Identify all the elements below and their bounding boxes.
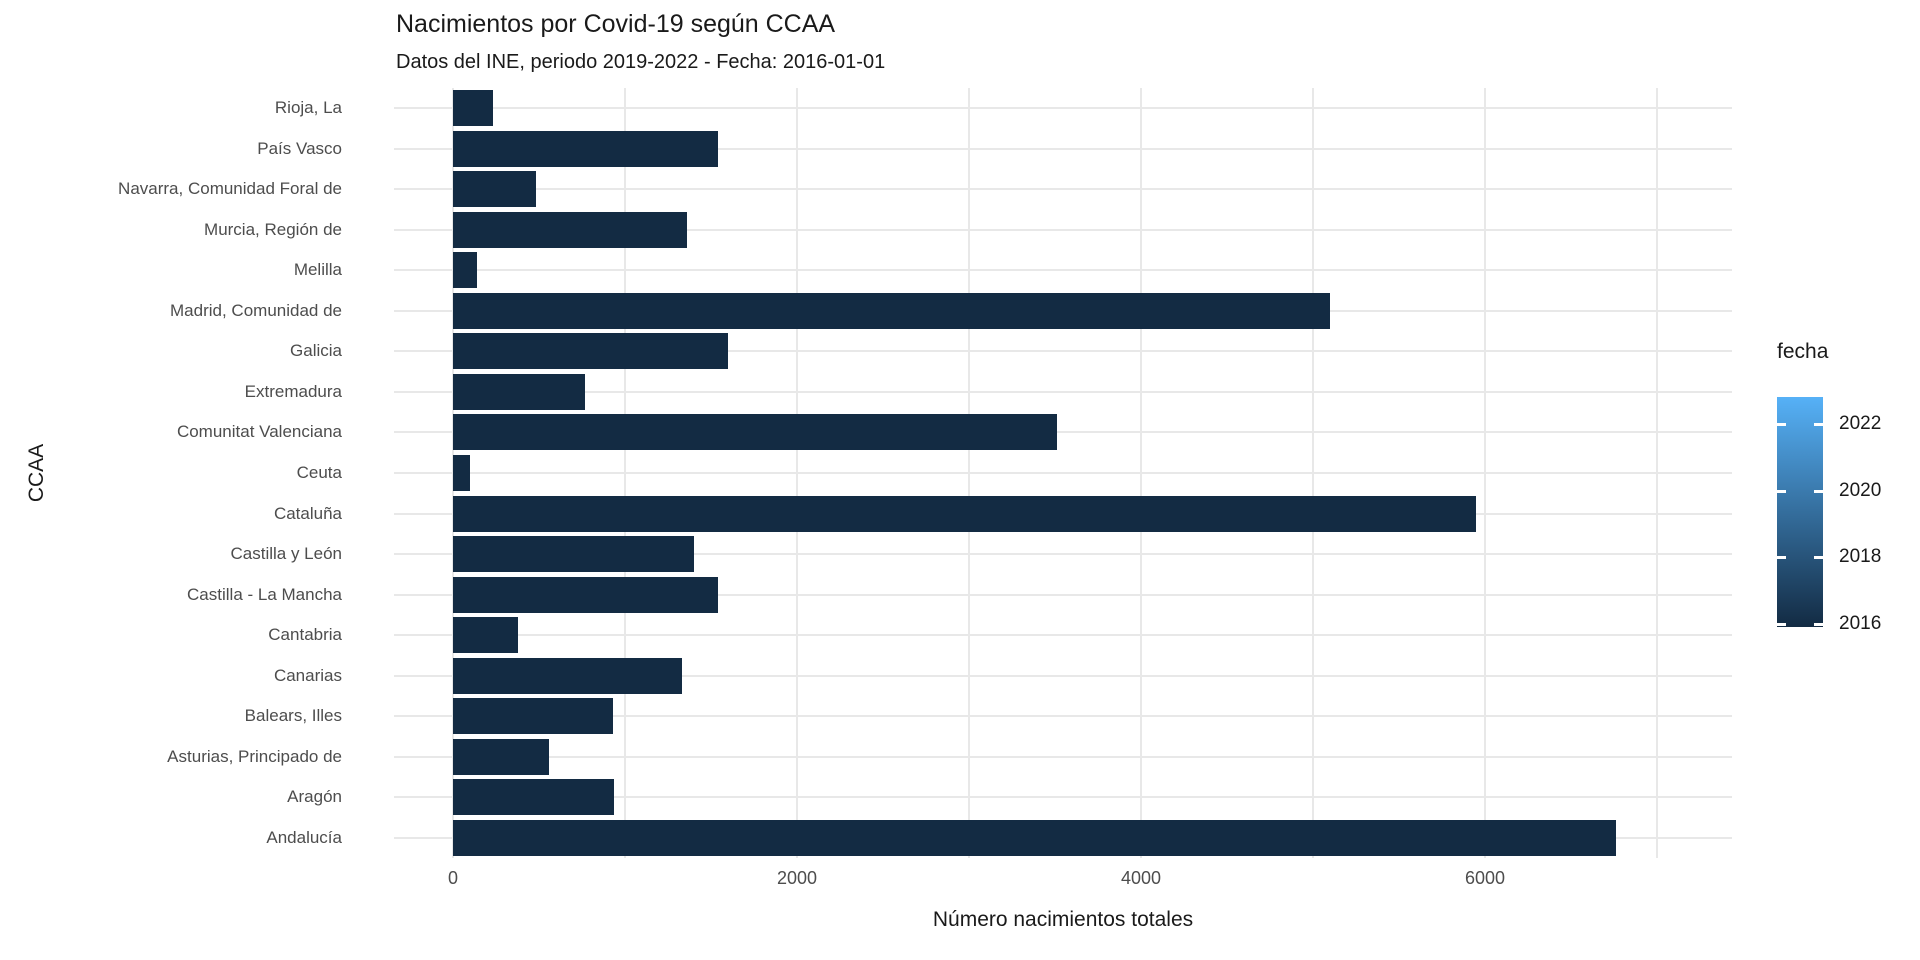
bar [453,496,1476,532]
bar [453,617,518,653]
y-axis-label: Extremadura [244,382,342,401]
bar [453,333,728,369]
x-axis-tick-label: 6000 [1464,868,1506,888]
y-axis-label: Asturias, Principado de [167,747,342,766]
y-axis-label: Canarias [273,666,342,685]
y-axis-label: Melilla [293,260,342,279]
bar [453,658,682,694]
grid-line-vertical [1484,88,1486,858]
legend-tick-label: 2022 [1839,413,1882,434]
grid-line-horizontal [394,269,1732,271]
x-axis-title: Número nacimientos totales [932,908,1194,931]
grid-line-vertical [796,88,798,858]
grid-line-horizontal [394,188,1732,190]
y-axis-label: Navarra, Comunidad Foral de [118,179,342,198]
bar [453,212,687,248]
y-axis-label: Andalucía [266,828,342,847]
y-axis-label: Comunitat Valenciana [176,422,342,441]
grid-line-vertical [1140,88,1142,858]
legend-gradient-bar [1777,397,1823,627]
y-axis-label: Castilla - La Mancha [187,585,342,604]
y-axis-label: Castilla y León [230,544,342,563]
grid-line-horizontal [394,796,1732,798]
grid-line-vertical [1656,88,1658,858]
grid-line-horizontal [394,594,1732,596]
bar [453,90,493,126]
legend-tick-mark [1814,623,1823,626]
y-axis-label: Rioja, La [274,98,342,117]
y-axis-label: Madrid, Comunidad de [170,301,342,320]
bar [453,414,1057,450]
x-axis-tick-label: 2000 [776,868,818,888]
legend-tick-label: 2018 [1839,546,1882,567]
legend-title: fecha [1777,340,1829,363]
chart-title: Nacimientos por Covid-19 según CCAA [396,10,836,38]
grid-line-horizontal [394,107,1732,109]
y-axis-label: Cantabria [268,625,342,644]
bar [453,577,718,613]
y-axis-label: Galicia [290,341,342,360]
bar [453,455,470,491]
legend-tick-mark [1814,490,1823,493]
grid-line-vertical [624,88,626,858]
bar [453,779,614,815]
bar [453,374,585,410]
grid-line-vertical [1312,88,1314,858]
y-axis-label: Murcia, Región de [204,220,342,239]
grid-line-horizontal [394,756,1732,758]
grid-line-horizontal [394,472,1732,474]
grid-line-horizontal [394,431,1732,433]
grid-line-horizontal [394,553,1732,555]
y-axis-label: Cataluña [273,504,342,523]
grid-line-horizontal [394,675,1732,677]
x-axis-tick-label: 0 [447,868,459,888]
legend-tick-mark [1777,490,1786,493]
y-axis-label: Balears, Illes [244,706,342,725]
legend-tick-label: 2016 [1839,613,1882,634]
grid-line-horizontal [394,391,1732,393]
bar [453,293,1330,329]
bar [453,252,477,288]
bar [453,171,536,207]
bar [453,536,694,572]
grid-line-horizontal [394,350,1732,352]
legend-tick-mark [1814,556,1823,559]
grid-line-horizontal [394,634,1732,636]
y-axis-label: Ceuta [296,463,342,482]
y-axis-label: País Vasco [257,139,342,158]
grid-line-vertical [968,88,970,858]
legend-tick-mark [1814,423,1823,426]
plot-panel [394,88,1732,858]
bar [453,131,718,167]
legend-tick-label: 2020 [1839,480,1882,501]
x-axis-tick-label: 4000 [1120,868,1162,888]
grid-line-horizontal [394,229,1732,231]
bar [453,739,549,775]
bar [453,698,613,734]
chart-subtitle: Datos del INE, periodo 2019-2022 - Fecha… [396,51,886,73]
y-axis-label: Aragón [287,787,342,806]
legend-tick-mark [1777,623,1786,626]
grid-line-horizontal [394,715,1732,717]
grid-line-horizontal [394,148,1732,150]
bar [453,820,1616,856]
legend-tick-mark [1777,556,1786,559]
legend-tick-mark [1777,423,1786,426]
